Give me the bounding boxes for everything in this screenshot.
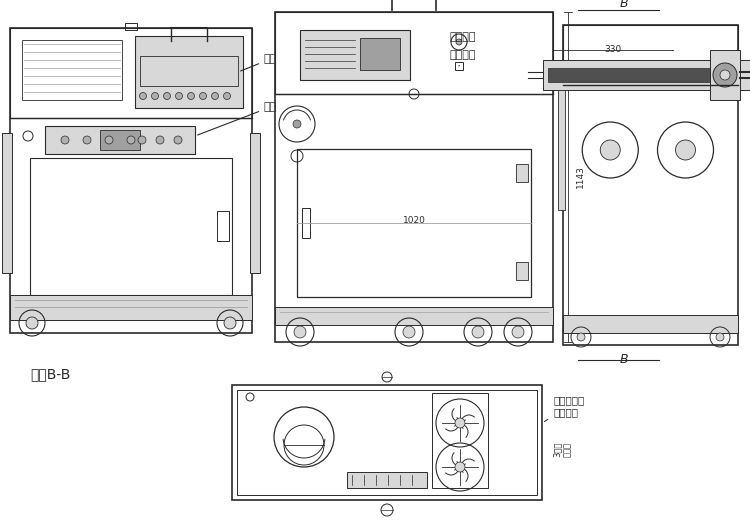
Text: 气缸: 气缸: [197, 102, 278, 135]
Bar: [237, 390, 537, 495]
Bar: [543, 60, 750, 90]
Bar: [563, 25, 738, 85]
Circle shape: [61, 136, 69, 144]
Text: B: B: [620, 353, 628, 366]
Text: 急停开关: 急停开关: [450, 32, 476, 42]
Bar: [275, 12, 553, 342]
Bar: [360, 38, 400, 70]
Bar: [347, 472, 427, 488]
Circle shape: [26, 317, 38, 329]
Circle shape: [127, 136, 135, 144]
Bar: [30, 158, 232, 295]
Circle shape: [176, 93, 182, 99]
Circle shape: [224, 317, 236, 329]
Circle shape: [105, 136, 113, 144]
Bar: [455, 62, 463, 70]
Text: 1143: 1143: [576, 166, 585, 188]
Bar: [125, 23, 137, 30]
Circle shape: [174, 136, 182, 144]
Bar: [232, 385, 542, 500]
Circle shape: [294, 326, 306, 338]
Bar: [135, 36, 243, 108]
Bar: [140, 56, 238, 86]
Bar: [100, 130, 140, 150]
Circle shape: [577, 333, 585, 341]
Circle shape: [211, 93, 218, 99]
Text: 截面B-B: 截面B-B: [30, 367, 70, 381]
Text: 电源开关: 电源开关: [450, 50, 476, 66]
Bar: [217, 211, 229, 241]
Circle shape: [293, 120, 301, 128]
Bar: [558, 90, 565, 210]
Circle shape: [713, 63, 737, 87]
Circle shape: [83, 136, 91, 144]
Bar: [10, 28, 252, 118]
Bar: [300, 30, 410, 80]
Text: 1020: 1020: [403, 216, 425, 225]
Circle shape: [456, 39, 462, 45]
Circle shape: [720, 70, 730, 80]
Circle shape: [224, 93, 230, 99]
Circle shape: [138, 136, 146, 144]
Bar: [516, 262, 528, 280]
Bar: [516, 164, 528, 182]
Bar: [10, 295, 252, 320]
Bar: [297, 149, 531, 297]
Circle shape: [188, 93, 194, 99]
Circle shape: [200, 93, 206, 99]
Circle shape: [716, 333, 724, 341]
Circle shape: [164, 93, 170, 99]
Bar: [275, 12, 553, 94]
Bar: [10, 28, 252, 333]
Circle shape: [455, 418, 465, 428]
Circle shape: [403, 326, 415, 338]
Circle shape: [512, 326, 524, 338]
Text: 330: 330: [604, 45, 622, 54]
Bar: [710, 50, 740, 100]
Circle shape: [600, 140, 620, 160]
Bar: [22, 40, 122, 100]
Bar: [432, 393, 488, 488]
Bar: [275, 307, 553, 325]
Bar: [2, 133, 12, 273]
Circle shape: [676, 140, 695, 160]
Bar: [563, 315, 738, 333]
Circle shape: [472, 326, 484, 338]
Circle shape: [455, 462, 465, 472]
Text: B: B: [620, 0, 628, 10]
Circle shape: [152, 93, 158, 99]
Bar: [45, 126, 195, 154]
Circle shape: [156, 136, 164, 144]
Bar: [302, 208, 310, 238]
Circle shape: [140, 93, 146, 99]
Text: 随手摇丝杠
移动可调: 随手摇丝杠 移动可调: [544, 395, 584, 422]
Bar: [548, 68, 713, 82]
Text: 光源: 光源: [241, 54, 278, 71]
Bar: [563, 25, 738, 345]
Bar: [250, 133, 260, 273]
Text: 3轴可
移动可: 3轴可 移动可: [553, 441, 572, 457]
